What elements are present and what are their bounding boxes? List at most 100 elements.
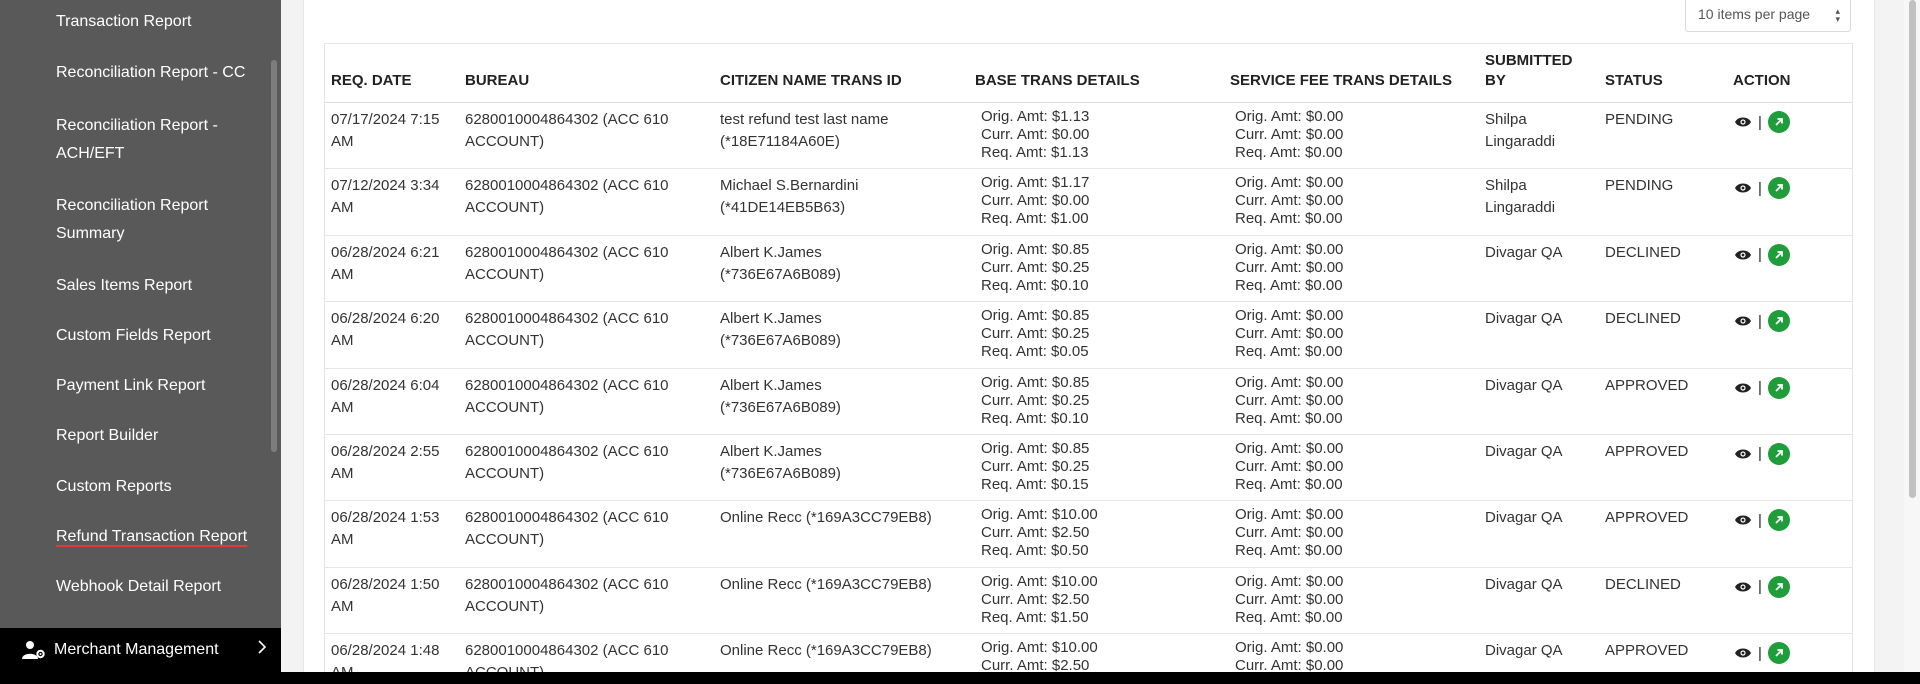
cell-base-trans: Orig. Amt: $0.85 Curr. Amt: $0.25 Req. Amt… [981,241,1089,295]
cell-service-fee: Orig. Amt: $0.00 Curr. Amt: $0.00 Req. Amt… [1235,174,1343,228]
base-orig: Orig. Amt: $10.00 [981,506,1098,524]
citizen-line2: (*736E67A6B089) [720,265,841,283]
arrow-up-right-icon[interactable] [1767,310,1790,333]
cell-submitted-by: Divagar QA [1485,242,1563,264]
base-curr: Curr. Amt: $2.50 [981,590,1090,608]
req-date-line1: 06/28/2024 6:21 [331,243,440,261]
cell-citizen: Online Recc (*169A3CC79EB8) [720,507,932,529]
arrow-up-right-icon[interactable] [1767,243,1790,266]
sidebar-item-merchant-management[interactable]: Merchant Management [0,628,281,672]
bureau-line1: 6280010004864302 (ACC 610 [465,575,669,593]
sidebar-item-label: Payment Link Report [56,377,206,394]
sidebar-item[interactable]: Transaction Report [56,8,266,36]
sidebar-scrollbar[interactable] [271,60,277,452]
items-per-page-select[interactable]: 10 items per page ▴ ▾ [1685,0,1851,32]
table-row: 06/28/2024 2:55 AM 6280010004864302 (ACC 6… [325,435,1852,502]
base-curr: Curr. Amt: $0.00 [981,126,1090,143]
base-req: Req. Amt: $1.00 [981,210,1089,228]
eye-icon[interactable] [1734,115,1752,129]
sidebar-item[interactable]: Custom Reports [56,473,266,501]
sidebar-item[interactable]: Reconciliation Report - ACH/EFT [56,112,266,168]
cell-submitted-by: Divagar QA [1485,308,1563,330]
base-req: Req. Amt: $0.10 [981,276,1089,294]
req-date-line1: 06/28/2024 1:48 [331,642,440,660]
table-row: 07/12/2024 3:34 AM 6280010004864302 (ACC 6… [325,169,1852,236]
arrow-up-right-icon[interactable] [1767,177,1790,200]
sidebar-item[interactable]: Sales Items Report [56,272,266,300]
col-action: ACTION [1733,72,1791,89]
bureau-line1: 6280010004864302 (ACC 610 [465,243,669,261]
fee-curr: Curr. Amt: $0.00 [1235,457,1344,475]
eye-icon[interactable] [1734,181,1752,195]
submitted-by-line1: Divagar QA [1485,243,1563,261]
citizen-line1: Online Recc (*169A3CC79EB8) [720,509,932,527]
cell-service-fee: Orig. Amt: $0.00 Curr. Amt: $0.00 Req. Amt… [1235,307,1343,361]
table-header: REQ. DATE BUREAU CITIZEN NAME TRANS ID B… [325,44,1852,103]
cell-base-trans: Orig. Amt: $0.85 Curr. Amt: $0.25 Req. Amt… [981,374,1089,428]
col-citizen-name[interactable]: CITIZEN NAME TRANS ID [720,72,902,89]
arrow-up-right-icon[interactable] [1767,376,1790,399]
submitted-by-line1: Divagar QA [1485,310,1563,328]
req-date-line1: 07/17/2024 7:15 [331,111,440,128]
eye-icon[interactable] [1734,248,1752,262]
eye-icon[interactable] [1734,580,1752,594]
items-per-page-value: 10 items per page [1698,6,1811,22]
sidebar-item[interactable]: Report Builder [56,422,266,450]
eye-icon[interactable] [1734,646,1752,660]
cell-action: | [1734,177,1790,200]
fee-orig: Orig. Amt: $0.00 [1235,108,1344,125]
cell-base-trans: Orig. Amt: $10.00 Curr. Amt: $2.50 Req. Am… [981,573,1098,627]
sidebar-item[interactable]: Webhook Detail Report [56,573,266,601]
col-req-date[interactable]: REQ. DATE [331,72,412,89]
col-submitted-by[interactable]: SUBMITTED BY [1485,51,1573,91]
bureau-line1: 6280010004864302 (ACC 610 [465,509,669,527]
arrow-up-right-icon[interactable] [1767,442,1790,465]
cell-req-date: 06/28/2024 6:21 AM [331,242,439,286]
bureau-line2: ACCOUNT) [465,133,545,150]
cell-citizen: test refund test last name (*18E71184A60E… [720,109,888,153]
sidebar-item[interactable]: Refund Transaction Report [56,523,266,551]
sidebar-item-label: Sales Items Report [56,277,193,294]
sidebar-footer-label: Merchant Management [54,641,219,658]
cell-base-trans: Orig. Amt: $0.85 Curr. Amt: $0.25 Req. Amt… [981,440,1089,494]
arrow-up-right-icon[interactable] [1767,111,1790,133]
fee-orig: Orig. Amt: $0.00 [1235,373,1344,391]
col-status[interactable]: STATUS [1605,72,1663,89]
base-curr: Curr. Amt: $0.25 [981,391,1090,409]
base-curr: Curr. Amt: $0.25 [981,457,1090,475]
fee-curr: Curr. Amt: $0.00 [1235,192,1344,210]
sidebar-item[interactable]: Reconciliation Report Summary [56,192,266,248]
base-curr: Curr. Amt: $2.50 [981,524,1090,542]
col-service-fee[interactable]: SERVICE FEE TRANS DETAILS [1230,72,1452,89]
arrow-up-right-icon[interactable] [1767,575,1790,598]
citizen-line2: (*736E67A6B089) [720,398,841,416]
cell-citizen: Albert K.James (*736E67A6B089) [720,308,841,352]
fee-orig: Orig. Amt: $0.00 [1235,439,1344,457]
arrow-up-right-icon[interactable] [1767,509,1790,532]
table-row: 06/28/2024 6:20 AM 6280010004864302 (ACC 6… [325,302,1852,369]
eye-icon[interactable] [1734,447,1752,461]
col-base-trans[interactable]: BASE TRANS DETAILS [975,72,1140,89]
fee-curr: Curr. Amt: $0.00 [1235,524,1344,542]
req-date-line2: AM [331,464,354,482]
fee-orig: Orig. Amt: $0.00 [1235,240,1344,258]
cell-citizen: Online Recc (*169A3CC79EB8) [720,640,932,662]
cell-action: | [1734,376,1790,399]
citizen-line1: Online Recc (*169A3CC79EB8) [720,642,932,660]
base-orig: Orig. Amt: $0.85 [981,240,1090,258]
sidebar-item[interactable]: Custom Fields Report [56,322,266,350]
sidebar-item[interactable]: Reconciliation Report - CC [56,59,266,87]
fee-curr: Curr. Amt: $0.00 [1235,126,1344,143]
eye-icon[interactable] [1734,381,1752,395]
page-scrollbar-thumb[interactable] [1909,0,1916,498]
fee-orig: Orig. Amt: $0.00 [1235,307,1344,325]
eye-icon[interactable] [1734,314,1752,328]
col-bureau[interactable]: BUREAU [465,72,530,89]
arrow-up-right-icon[interactable] [1767,642,1790,665]
cell-citizen: Albert K.James (*736E67A6B089) [720,375,841,419]
action-divider: | [1758,312,1762,330]
sidebar-item[interactable]: Payment Link Report [56,372,266,400]
eye-icon[interactable] [1734,513,1752,527]
fee-curr: Curr. Amt: $0.00 [1235,391,1344,409]
base-curr: Curr. Amt: $0.25 [981,325,1090,343]
